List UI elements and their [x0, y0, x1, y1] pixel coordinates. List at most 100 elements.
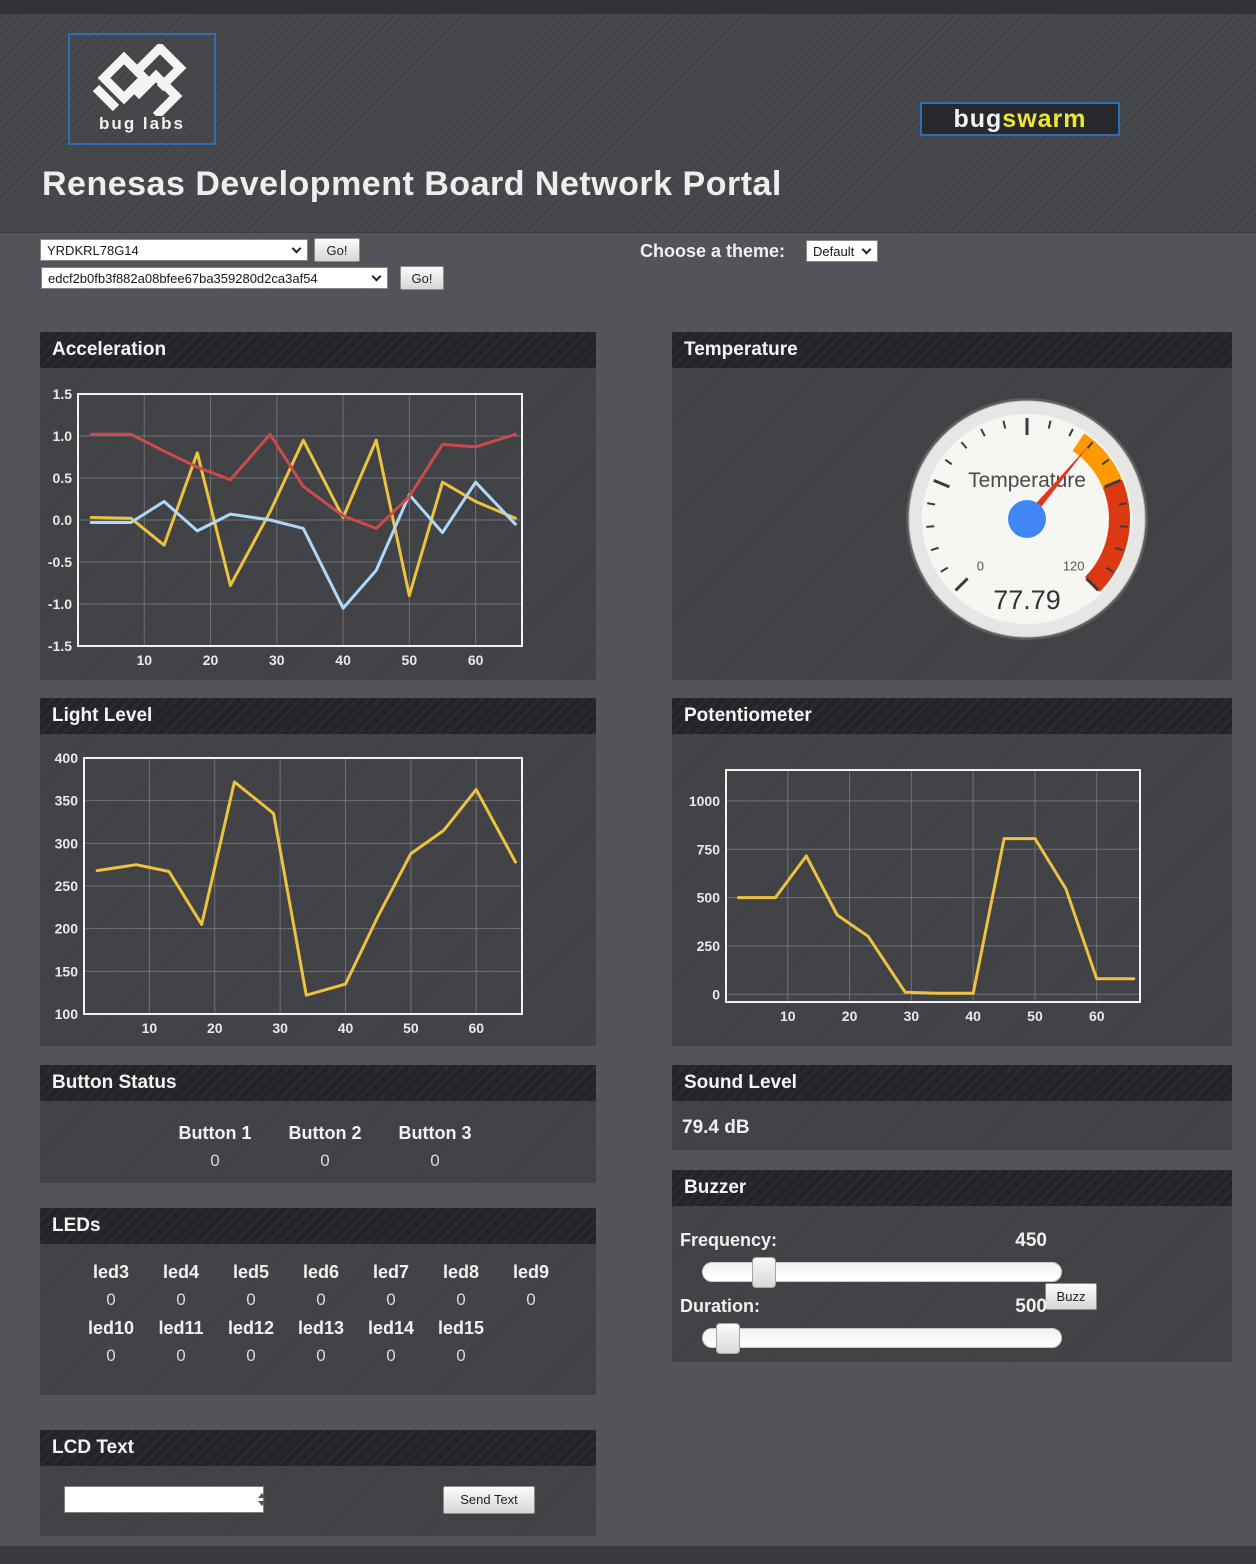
lcd-text-input[interactable] [65, 1487, 258, 1512]
buglabs-logo-text: bug labs [99, 114, 185, 133]
svg-text:0.5: 0.5 [53, 470, 73, 486]
led-value: 0 [106, 1290, 116, 1309]
panel-lcd-text: LCD Text Send Text [40, 1430, 596, 1536]
list-item: led8 0 [426, 1262, 496, 1310]
list-item: led5 0 [216, 1262, 286, 1310]
theme-select-value: Default [813, 243, 855, 259]
svg-text:200: 200 [55, 921, 79, 937]
potentiometer-chart: 10 20 30 40 50 60 1000 750 500 250 0 [689, 769, 1141, 1024]
send-text-button[interactable]: Send Text [443, 1486, 535, 1514]
theme-select[interactable]: Default [806, 240, 878, 262]
leds-row-2: led10 0 led11 0 led12 0 led13 0 led14 0 … [76, 1318, 496, 1366]
led-label: led14 [367, 1318, 415, 1338]
led-label: led8 [442, 1262, 480, 1282]
list-item: led7 0 [356, 1262, 426, 1310]
list-item: led9 0 [496, 1262, 566, 1310]
svg-text:Temperature: Temperature [968, 469, 1086, 492]
led-label: led10 [87, 1318, 135, 1338]
swarm-go-button[interactable]: Go! [400, 266, 444, 290]
list-item: led14 0 [356, 1318, 426, 1366]
svg-text:1.0: 1.0 [53, 428, 73, 444]
led-value: 0 [386, 1346, 396, 1365]
led-label: led13 [297, 1318, 345, 1338]
panel-acceleration: Acceleration 10 20 30 40 50 60 1.5 1.0 0.5 0.0 -0.… [40, 332, 596, 680]
led-value: 0 [526, 1290, 536, 1309]
svg-text:60: 60 [468, 652, 484, 668]
svg-text:60: 60 [468, 1020, 484, 1036]
svg-text:-1.0: -1.0 [48, 596, 72, 612]
lcd-input-wrap [64, 1486, 266, 1513]
svg-text:0: 0 [977, 559, 984, 574]
buglabs-logo[interactable]: bug labs [68, 33, 216, 145]
svg-text:1000: 1000 [689, 793, 720, 809]
light-level-chart: 10 20 30 40 50 60 400 350 300 250 200 150 100 [55, 750, 523, 1036]
led-label: led3 [92, 1262, 130, 1282]
swarm-select-value: edcf2b0fb3f882a08bfee67ba359280d2ca3af54 [48, 270, 318, 286]
list-item: led12 0 [216, 1318, 286, 1366]
svg-text:40: 40 [338, 1020, 354, 1036]
led-value: 0 [176, 1346, 186, 1365]
panel-potentiometer: Potentiometer 10 20 30 40 50 60 1000 750 500 250 0 [672, 698, 1232, 1046]
frequency-slider-handle[interactable] [751, 1257, 776, 1288]
panel-leds-title: LEDs [40, 1208, 596, 1244]
temperature-gauge: 0 120 Temperature 77.79 [906, 398, 1148, 640]
led-label: led12 [227, 1318, 275, 1338]
duration-slider[interactable] [702, 1323, 1062, 1354]
svg-text:1.5: 1.5 [53, 386, 73, 402]
list-item: led11 0 [146, 1318, 216, 1366]
svg-text:250: 250 [697, 938, 721, 954]
panel-acceleration-title: Acceleration [40, 332, 596, 368]
panel-temperature: Temperature 0 120 Temperature 77.79 [672, 332, 1232, 680]
leds-row-1: led3 0 led4 0 led5 0 led6 0 led7 0 led8 … [76, 1262, 566, 1310]
button-value: 0 [320, 1151, 330, 1170]
led-label: led11 [158, 1318, 204, 1338]
duration-slider-handle[interactable] [716, 1323, 741, 1354]
svg-text:30: 30 [272, 1020, 288, 1036]
frequency-slider[interactable] [702, 1257, 1062, 1288]
led-value: 0 [246, 1290, 256, 1309]
svg-text:-1.5: -1.5 [48, 638, 72, 654]
svg-text:0: 0 [712, 986, 720, 1002]
spinner-down-icon [258, 1501, 266, 1506]
svg-text:20: 20 [207, 1020, 223, 1036]
led-value: 0 [456, 1346, 466, 1365]
svg-text:300: 300 [55, 835, 79, 851]
spinner-icon[interactable] [258, 1487, 266, 1512]
frequency-label: Frequency: [680, 1230, 778, 1250]
svg-text:30: 30 [904, 1008, 920, 1024]
swarm-select[interactable]: edcf2b0fb3f882a08bfee67ba359280d2ca3af54 [41, 267, 388, 289]
chevron-down-icon [291, 243, 302, 254]
page-title: Renesas Development Board Network Portal [42, 165, 782, 203]
duration-value: 500 [1015, 1296, 1047, 1317]
device-go-button[interactable]: Go! [314, 238, 360, 262]
buglabs-logo-icon [92, 44, 187, 116]
svg-text:50: 50 [1027, 1008, 1043, 1024]
bugswarm-logo[interactable]: bug swarm [920, 102, 1120, 136]
led-value: 0 [106, 1346, 116, 1365]
svg-text:0.0: 0.0 [53, 512, 73, 528]
device-select[interactable]: YRDKRL78G14 [40, 239, 308, 261]
panel-sound-level: Sound Level 79.4 dB [672, 1065, 1232, 1150]
svg-text:400: 400 [55, 750, 79, 766]
panel-buzzer-title: Buzzer [672, 1170, 1232, 1206]
buzz-button[interactable]: Buzz [1045, 1283, 1097, 1310]
svg-text:20: 20 [842, 1008, 858, 1024]
list-item: Button 1 0 [160, 1123, 270, 1171]
led-value: 0 [386, 1290, 396, 1309]
list-item: Button 2 0 [270, 1123, 380, 1171]
led-value: 0 [176, 1290, 186, 1309]
footer-bar [0, 1546, 1256, 1564]
chevron-down-icon [371, 271, 382, 282]
svg-text:500: 500 [697, 890, 721, 906]
panel-button-status-title: Button Status [40, 1065, 596, 1101]
svg-text:150: 150 [55, 963, 79, 979]
list-item: led4 0 [146, 1262, 216, 1310]
led-value: 0 [316, 1290, 326, 1309]
list-item: led10 0 [76, 1318, 146, 1366]
button-label: Button 1 [178, 1123, 252, 1143]
theme-label: Choose a theme: [640, 241, 786, 261]
svg-text:10: 10 [780, 1008, 796, 1024]
svg-text:250: 250 [55, 878, 79, 894]
device-select-value: YRDKRL78G14 [47, 242, 139, 258]
duration-label: Duration: [680, 1296, 760, 1316]
